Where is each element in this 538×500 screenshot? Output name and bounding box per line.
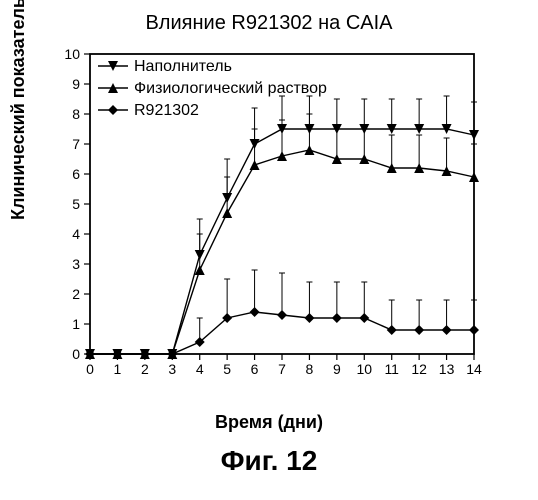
svg-text:10: 10 <box>64 46 80 62</box>
svg-text:7: 7 <box>278 361 286 377</box>
svg-text:6: 6 <box>72 166 80 182</box>
svg-text:8: 8 <box>72 106 80 122</box>
svg-text:7: 7 <box>72 136 80 152</box>
svg-text:6: 6 <box>251 361 259 377</box>
svg-text:4: 4 <box>196 361 204 377</box>
x-axis-label: Время (дни) <box>0 412 538 433</box>
svg-text:3: 3 <box>72 256 80 272</box>
chart-plot-area: 01234567891001234567891011121314Наполнит… <box>50 40 490 400</box>
svg-text:5: 5 <box>223 361 231 377</box>
y-axis-label: Клинический показатель <box>8 0 29 220</box>
svg-text:9: 9 <box>333 361 341 377</box>
svg-text:Наполнитель: Наполнитель <box>134 58 232 75</box>
svg-text:0: 0 <box>86 361 94 377</box>
svg-text:12: 12 <box>411 361 427 377</box>
svg-text:10: 10 <box>356 361 372 377</box>
svg-text:8: 8 <box>306 361 314 377</box>
svg-text:9: 9 <box>72 76 80 92</box>
svg-text:11: 11 <box>384 361 399 377</box>
svg-text:R921302: R921302 <box>134 102 199 119</box>
svg-text:4: 4 <box>72 226 80 242</box>
svg-text:0: 0 <box>72 346 80 362</box>
svg-text:3: 3 <box>168 361 176 377</box>
chart-title: Влияние R921302 на CAIA <box>0 12 538 35</box>
svg-text:Физиологический раствор: Физиологический раствор <box>134 80 327 97</box>
svg-text:5: 5 <box>72 196 80 212</box>
svg-text:14: 14 <box>466 361 482 377</box>
svg-text:2: 2 <box>141 361 149 377</box>
figure-caption: Фиг. 12 <box>0 445 538 477</box>
svg-text:13: 13 <box>439 361 455 377</box>
svg-text:2: 2 <box>72 286 80 302</box>
svg-text:1: 1 <box>114 361 122 377</box>
svg-text:1: 1 <box>72 316 80 332</box>
